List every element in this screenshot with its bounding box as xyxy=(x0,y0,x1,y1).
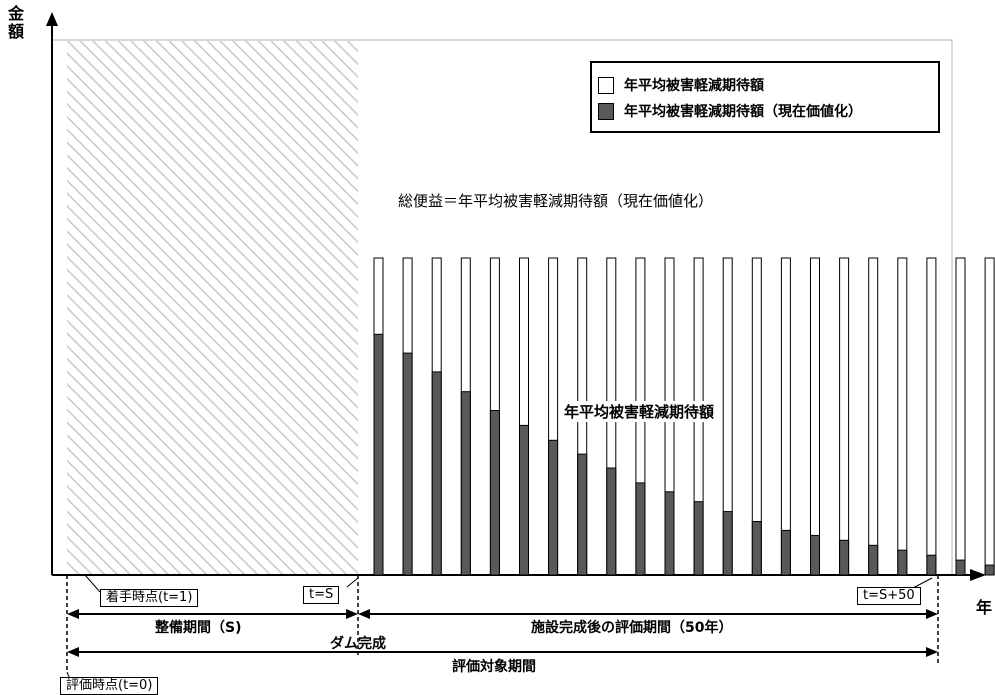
bar-total-22 xyxy=(984,257,995,576)
bar-total-16 xyxy=(810,257,820,576)
bar-total-21 xyxy=(955,257,966,576)
legend-item-total: 年平均被害軽減期待額 xyxy=(598,75,764,95)
bar-pv-9 xyxy=(606,467,617,576)
y-axis-arrow xyxy=(46,12,58,26)
bar-pv-10 xyxy=(635,482,646,576)
bar-total-18 xyxy=(868,257,879,576)
bar-pv-17 xyxy=(839,539,850,576)
bar-pv-5 xyxy=(489,410,500,576)
bar-pv-20 xyxy=(926,554,937,576)
x-axis-label: 年 xyxy=(976,598,993,617)
s-box-connector xyxy=(346,577,359,588)
bar-pv-11 xyxy=(664,491,675,576)
bar-pv-13 xyxy=(722,511,733,576)
bar-pv-14 xyxy=(751,521,762,576)
legend-swatch-pv xyxy=(598,102,614,120)
post-period-arrow xyxy=(358,609,938,619)
x-axis-arrow xyxy=(970,569,986,581)
s-time-box: t=S xyxy=(303,586,340,604)
bar-pv-12 xyxy=(693,501,704,576)
start-time-box: 着手時点(t=1) xyxy=(100,589,199,607)
bar-pv-19 xyxy=(897,549,908,576)
bar-pv-2 xyxy=(402,352,413,576)
construction-hatch-region xyxy=(67,41,358,575)
total-period-arrow xyxy=(67,647,938,657)
post-period-label: 施設完成後の評価期間（50年） xyxy=(531,620,733,636)
bar-pv-21 xyxy=(955,559,966,576)
bar-total-19 xyxy=(897,257,908,576)
bar-total-17 xyxy=(839,257,850,576)
end-time-box: t=S+50 xyxy=(857,587,921,605)
total-benefit-annotation: 総便益＝年平均被害軽減期待額（現在価値化） xyxy=(398,192,714,210)
bar-label-annotation: 年平均被害軽減期待額 xyxy=(560,401,719,422)
end-box-connector xyxy=(912,577,933,589)
legend-swatch-total xyxy=(598,76,614,94)
legend-label-total: 年平均被害軽減期待額 xyxy=(624,78,764,94)
legend-label-pv: 年平均被害軽減期待額（現在価値化） xyxy=(624,104,862,120)
bar-pv-22 xyxy=(984,564,995,576)
start-box-connector xyxy=(84,574,101,593)
y-axis-label-line2: 額 xyxy=(8,22,25,41)
y-axis-label-line1: 金 xyxy=(8,4,25,23)
eval-time-box: 評価時点(t=0) xyxy=(60,677,159,695)
dam-complete-label: ダム完成 xyxy=(330,636,386,652)
bar-pv-4 xyxy=(460,391,471,576)
total-period-label: 評価対象期間 xyxy=(452,659,536,675)
bar-pv-1 xyxy=(373,333,384,576)
construction-period-label: 整備期間（S) xyxy=(155,620,242,636)
bar-pv-8 xyxy=(577,453,588,576)
bar-pv-3 xyxy=(431,371,442,576)
construction-period-arrow xyxy=(67,609,358,619)
bar-pv-15 xyxy=(780,529,791,576)
legend: 年平均被害軽減期待額 年平均被害軽減期待額（現在価値化） xyxy=(590,61,940,133)
legend-item-pv: 年平均被害軽減期待額（現在価値化） xyxy=(598,101,862,121)
bar-pv-18 xyxy=(868,544,879,576)
bar-total-20 xyxy=(926,257,937,576)
bar-pv-6 xyxy=(519,424,529,576)
bar-pv-7 xyxy=(548,439,559,576)
bar-total-15 xyxy=(780,257,791,576)
bar-pv-16 xyxy=(810,534,820,576)
